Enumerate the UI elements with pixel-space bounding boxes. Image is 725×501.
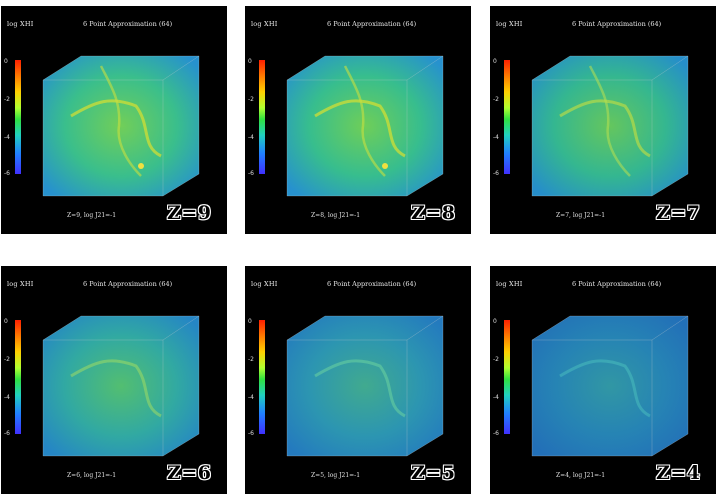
colorbar [15,320,21,434]
colorbar-tick-0: 0 [248,58,252,65]
colorbar [504,60,510,174]
colorbar-tick-4: -4 [248,394,254,401]
panel-title: 6 Point Approximation (64) [572,280,662,288]
colorbar-tick-2: -2 [493,356,499,363]
redshift-label: Z=9 [167,202,212,224]
colorbar-tick-0: 0 [4,58,8,65]
colorbar-tick-6: -6 [4,430,10,437]
colorbar-tick-2: -2 [248,356,254,363]
colorbar-tick-0: 0 [493,318,497,325]
colorbar-tick-0: 0 [4,318,8,325]
panel-title: 6 Point Approximation (64) [572,20,662,28]
colorbar-tick-4: -4 [493,134,499,141]
volume-cube [42,315,200,457]
panel-caption: Z=7, log J21=-1 [556,212,606,219]
panel-z8: log XHI 6 Point Approximation (64) 0 -2 … [245,6,471,234]
redshift-label: Z=7 [656,202,701,224]
panel-z5: log XHI 6 Point Approximation (64) 0 -2 … [245,266,471,494]
colorbar [259,60,265,174]
panel-title: 6 Point Approximation (64) [83,280,173,288]
panel-z4: log XHI 6 Point Approximation (64) 0 -2 … [490,266,716,494]
volume-cube [286,315,444,457]
colorbar-tick-4: -4 [493,394,499,401]
panel-caption: Z=6, log J21=-1 [67,472,117,479]
colorbar-tick-2: -2 [4,356,10,363]
colorbar-label: log XHI [7,280,34,288]
colorbar-label: log XHI [251,280,278,288]
volume-cube [286,55,444,197]
colorbar-tick-2: -2 [248,96,254,103]
volume-cube [531,315,689,457]
redshift-label: Z=6 [167,462,212,484]
colorbar-tick-6: -6 [493,170,499,177]
panel-title: 6 Point Approximation (64) [327,280,417,288]
colorbar [15,60,21,174]
panel-caption: Z=9, log J21=-1 [67,212,117,219]
colorbar-tick-6: -6 [248,170,254,177]
colorbar-label: log XHI [496,20,523,28]
panel-caption: Z=5, log J21=-1 [311,472,361,479]
colorbar-tick-4: -4 [4,394,10,401]
colorbar [259,320,265,434]
panel-caption: Z=8, log J21=-1 [311,212,361,219]
redshift-label: Z=8 [411,202,456,224]
colorbar-tick-2: -2 [493,96,499,103]
panel-caption: Z=4, log J21=-1 [556,472,606,479]
panel-z7: log XHI 6 Point Approximation (64) 0 -2 … [490,6,716,234]
colorbar-tick-6: -6 [248,430,254,437]
volume-cube [531,55,689,197]
panel-title: 6 Point Approximation (64) [327,20,417,28]
colorbar-label: log XHI [251,20,278,28]
volume-cube [42,55,200,197]
colorbar-tick-6: -6 [4,170,10,177]
colorbar-tick-4: -4 [4,134,10,141]
colorbar-tick-4: -4 [248,134,254,141]
colorbar-tick-6: -6 [493,430,499,437]
colorbar-tick-0: 0 [248,318,252,325]
panel-z9: log XHI 6 Point Approximation (64) 0 -2 … [1,6,227,234]
panel-z6: log XHI 6 Point Approximation (64) 0 -2 … [1,266,227,494]
panel-title: 6 Point Approximation (64) [83,20,173,28]
colorbar [504,320,510,434]
colorbar-tick-2: -2 [4,96,10,103]
redshift-label: Z=5 [411,462,456,484]
colorbar-tick-0: 0 [493,58,497,65]
redshift-label: Z=4 [656,462,701,484]
colorbar-label: log XHI [7,20,34,28]
colorbar-label: log XHI [496,280,523,288]
